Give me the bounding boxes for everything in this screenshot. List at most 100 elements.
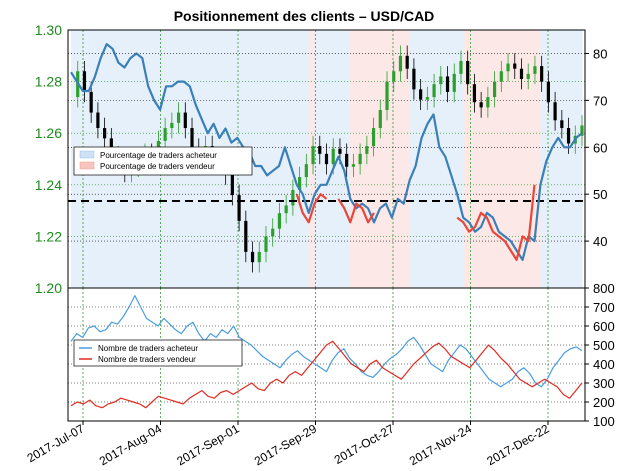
legend-swatch-buy-pct (79, 150, 95, 159)
price-candle-body (513, 63, 517, 69)
price-candle-body (338, 148, 342, 154)
sentiment-fill-band (534, 30, 541, 288)
bottom-legend-box (73, 339, 243, 367)
sentiment-fill-band (296, 30, 304, 288)
sentiment-fill-band (486, 30, 494, 288)
price-candle-body (526, 73, 530, 80)
price-candle-body (392, 71, 396, 82)
sentiment-fill-band (451, 30, 458, 288)
sell-count-line (70, 340, 583, 409)
sentiment-fill-band (576, 30, 583, 288)
sentiment-fill-band (510, 30, 518, 288)
sentiment-fill-band (552, 30, 559, 288)
bottom-axis-tick-label: 500 (593, 338, 615, 353)
sentiment-fill-band (570, 30, 577, 288)
price-candle-body (264, 236, 268, 252)
x-axis-tick-label: 2017-Oct-27 (332, 421, 397, 467)
sentiment-fill-band (391, 30, 399, 288)
right-axis-tick-label: 50 (593, 187, 607, 202)
sentiment-fill-band (379, 30, 387, 288)
sentiment-fill-band (267, 30, 274, 288)
bottom-axis-tick-label: 600 (593, 319, 615, 334)
x-axis-tick-label: 2017-Dec-22 (484, 421, 551, 468)
sentiment-fill-band (273, 30, 280, 288)
right-axis-tick-label: 40 (593, 234, 607, 249)
price-candle-body (277, 213, 282, 229)
sentiment-fill-band (362, 30, 369, 288)
price-candle-body (459, 60, 463, 74)
sentiment-fill-band (463, 30, 470, 288)
bottom-legend: Nombre de traders acheteur Nombre de tra… (73, 339, 243, 367)
price-candle-body (271, 228, 275, 237)
sell-percentage-line (337, 198, 375, 224)
price-candle-body (345, 153, 349, 167)
left-axis-tick-label: 1.26 (35, 125, 62, 141)
sell-percentage-line (456, 184, 536, 261)
legend-label-sell-pct: Pourcentage de traders vendeur (100, 162, 215, 171)
price-candle-body (284, 205, 288, 214)
price-candle-body (331, 148, 335, 165)
price-candle-body (291, 189, 295, 206)
price-candle-body (82, 71, 87, 92)
sentiment-fill-band (457, 30, 464, 288)
legend-label-buy-pct: Pourcentage de traders acheteur (100, 151, 217, 160)
price-candle-body (163, 128, 167, 141)
legend-label-buy-count: Nombre de traders acheteur (98, 344, 198, 353)
sentiment-fill-band (368, 30, 375, 288)
right-axis-tick-label: 80 (593, 46, 607, 61)
price-candle-body (472, 84, 477, 103)
left-axis-tick-label: 1.30 (35, 22, 62, 38)
buy-percentage-line (70, 43, 583, 261)
x-axis-labels: 2017-Jul-07 2017-Aug-04 2017-Sep-01 2017-Se… (25, 421, 552, 468)
price-candle-body (466, 60, 470, 85)
sentiment-fill-band (528, 30, 535, 288)
sentiment-fill-band (403, 30, 411, 288)
sentiment-fill-band (516, 30, 524, 288)
price-candle-body (560, 120, 564, 129)
left-axis-tick-label: 1.28 (35, 74, 62, 90)
bottom-axis-tick-label: 400 (593, 357, 615, 372)
price-candle-body (492, 81, 497, 98)
price-candle-body (230, 174, 234, 196)
bottom-axis-tick-label: 700 (593, 300, 615, 315)
sentiment-fill-band (540, 30, 547, 288)
legend-label-sell-count: Nombre de traders vendeur (98, 355, 196, 364)
price-candle-body (170, 122, 174, 129)
sentiment-fill-band (504, 30, 512, 288)
legend-swatch-sell-pct (79, 161, 95, 170)
price-candle-body (452, 73, 456, 92)
price-candle-body (432, 84, 436, 98)
buy-count-line (70, 295, 583, 388)
bottom-axis-tick-label: 200 (593, 395, 615, 410)
price-candle-body (506, 63, 510, 72)
sentiment-fill-band (564, 30, 571, 288)
price-candle-body (540, 66, 544, 82)
price-candle-body (479, 102, 483, 108)
price-candle-body (324, 153, 329, 165)
sentiment-fill-band (433, 30, 440, 288)
price-candle-body (546, 81, 550, 103)
sentiment-fill-band (480, 30, 488, 288)
right-axis-tick-label: 70 (593, 93, 607, 108)
x-axis-tick-label: 2017-Sep-01 (174, 421, 241, 468)
price-candle-body (358, 153, 362, 165)
price-candle-body (398, 55, 403, 72)
sentiment-fill-band (498, 30, 506, 288)
x-axis-tick-label: 2017-Aug-04 (97, 421, 164, 468)
chart-title: Positionnement des clients – USD/CAD (174, 8, 435, 24)
sentiment-fill-band (409, 30, 417, 288)
price-candle-body (378, 109, 382, 129)
top-panel-lines (70, 43, 583, 261)
sentiment-fill-band (314, 30, 322, 288)
price-candle-body (425, 97, 429, 100)
sentiment-fill-band (415, 30, 423, 288)
price-candle-body (351, 164, 355, 167)
right-axis-labels: 40 50 60 70 80 (585, 46, 607, 249)
sentiment-fill-band (338, 30, 345, 288)
x-axis-tick-label: 2017-Nov-24 (407, 421, 474, 468)
left-axis-tick-label: 1.24 (35, 177, 62, 193)
right-axis-tick-label: 60 (593, 140, 607, 155)
sentiment-fill-band (427, 30, 434, 288)
bottom-panel-frame (67, 287, 586, 422)
price-candle-body (311, 146, 315, 165)
